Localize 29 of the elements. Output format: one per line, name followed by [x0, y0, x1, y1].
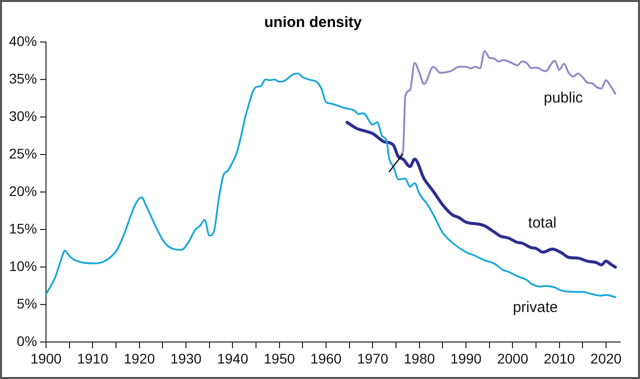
x-tick-label: 1980 — [404, 350, 436, 366]
x-tick-label: 2000 — [497, 350, 528, 366]
x-tick-label: 1910 — [77, 350, 108, 366]
x-tick-label: 1960 — [310, 350, 342, 366]
y-tick-label: 40% — [8, 32, 38, 49]
x-tick-label: 2010 — [544, 350, 576, 366]
y-tick-label: 15% — [8, 220, 38, 236]
line-series — [46, 72, 616, 298]
y-tick-label: 0% — [16, 333, 38, 350]
x-tick-label: 1900 — [30, 350, 62, 366]
x-tick-label: 1940 — [217, 350, 248, 366]
x-tick-label: 1920 — [124, 350, 156, 366]
y-tick-label: 25% — [8, 145, 38, 162]
x-tick-label: 1930 — [170, 350, 202, 366]
x-tick-label: 1970 — [357, 350, 388, 366]
line-series — [346, 120, 617, 269]
line-series — [397, 50, 616, 157]
y-tick-label: 10% — [8, 258, 38, 274]
y-tick-label: 5% — [16, 296, 38, 312]
y-tick-label: 30% — [8, 108, 38, 124]
series-label: private — [512, 299, 558, 316]
chart-title: union density — [264, 14, 362, 32]
x-tick-label: 1950 — [264, 350, 296, 366]
x-tick-label: 1990 — [450, 350, 482, 366]
series-label: total — [528, 214, 557, 232]
series-label: public — [544, 90, 584, 107]
x-tick-label: 2020 — [590, 350, 622, 366]
y-tick-label: 20% — [8, 182, 38, 199]
y-tick-label: 35% — [8, 70, 38, 86]
